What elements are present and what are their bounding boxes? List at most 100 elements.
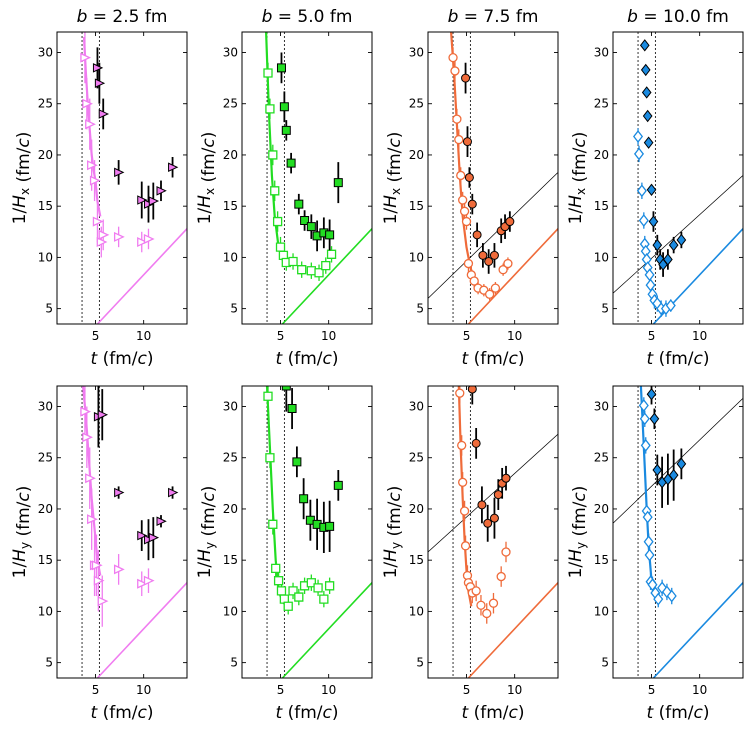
y-tick-label: 20	[223, 148, 238, 162]
y-axis-label-part: 1/	[10, 208, 30, 225]
y-tick-label: 25	[594, 97, 609, 111]
x-axis-label-part: )	[703, 349, 710, 369]
title-variable: b	[627, 7, 638, 27]
x-tick-label: 10	[321, 329, 336, 343]
filled-data-point	[137, 530, 148, 541]
filled-data-point	[483, 518, 493, 528]
y-axis-label-part: (fm/	[14, 147, 34, 188]
panel-frame	[612, 31, 744, 325]
x-tick-label: 10	[321, 683, 336, 697]
y-tick-label: 15	[594, 553, 609, 567]
y-axis-label-part: c	[14, 492, 34, 502]
y-axis-label-part: H	[195, 549, 215, 562]
y-axis-label: 1/Hy (fm/c)	[381, 486, 405, 579]
filled-data-point	[501, 473, 511, 483]
x-axis-label-part: c	[137, 349, 147, 369]
x-axis-label: t (fm/c)	[276, 349, 339, 369]
open-data-point	[471, 586, 481, 596]
y-tick-label: 15	[409, 199, 424, 213]
filled-data-point	[642, 109, 653, 123]
open-data-point	[638, 214, 649, 227]
open-data-point	[459, 506, 470, 516]
open-data-point	[89, 175, 101, 186]
open-data-point	[113, 231, 125, 242]
filled-data-point	[168, 162, 179, 173]
filled-data-point	[649, 412, 660, 426]
column-title: b = 2.5 fm	[77, 7, 168, 27]
x-tick-label: 10	[136, 683, 151, 697]
x-axis-label-part: (fm/	[97, 703, 138, 723]
open-data-point	[448, 52, 458, 63]
filled-data-point	[325, 521, 335, 531]
x-axis-label-part: (fm/	[97, 349, 138, 369]
open-data-point	[647, 578, 658, 592]
y-tick-label: 10	[409, 250, 424, 264]
x-axis-label-part: t	[276, 703, 284, 723]
open-data-point	[488, 598, 499, 608]
y-tick-label: 10	[594, 250, 609, 264]
open-data-point	[638, 399, 649, 412]
y-axis-label: 1/Hx (fm/c)	[195, 132, 219, 225]
filled-data-point	[646, 183, 657, 196]
y-tick-label: 5	[601, 302, 609, 316]
open-data-point	[482, 608, 492, 619]
open-data-point	[469, 276, 479, 286]
y-axis-label: 1/Hx (fm/c)	[10, 132, 34, 225]
y-tick-label: 5	[601, 656, 609, 670]
x-axis-label-part: c	[137, 703, 147, 723]
filled-data-point	[92, 63, 104, 73]
filled-data-point	[287, 404, 297, 414]
open-data-point	[490, 283, 501, 293]
y-axis-label-part: 1/	[10, 562, 30, 579]
y-tick-label: 25	[409, 97, 424, 111]
y-axis-label: 1/Hy (fm/c)	[566, 486, 590, 579]
open-data-point	[456, 170, 466, 181]
filled-data-point	[325, 230, 335, 240]
open-data-point	[93, 575, 105, 586]
x-axis-label-part: (fm/	[468, 349, 509, 369]
black-reference-line	[613, 175, 743, 294]
panel-plot-area	[613, 386, 743, 678]
lower-bound-line	[281, 582, 372, 678]
open-data-point	[636, 184, 647, 198]
x-axis-label-part: (fm/	[282, 349, 323, 369]
x-tick-label: 10	[507, 683, 522, 697]
filled-data-point	[299, 494, 309, 504]
y-tick-label: 10	[223, 250, 238, 264]
x-axis-label: t (fm/c)	[276, 703, 339, 723]
x-tick-label: 10	[136, 329, 151, 343]
y-axis-label-part: c	[385, 138, 405, 148]
y-tick-label: 25	[409, 451, 424, 465]
open-data-point	[463, 258, 474, 269]
filled-data-point	[484, 257, 494, 267]
open-data-point	[455, 388, 465, 398]
y-tick-label: 20	[38, 502, 53, 516]
open-data-point	[476, 600, 486, 610]
filled-data-point	[477, 500, 487, 510]
x-tick-label: 5	[277, 683, 285, 697]
y-axis-label-part: H	[381, 195, 401, 208]
open-data-point	[143, 233, 155, 244]
lower-bound-line	[96, 228, 187, 324]
open-data-point	[85, 119, 96, 130]
open-data-point	[653, 592, 664, 606]
x-axis-label: t (fm/c)	[91, 703, 154, 723]
y-tick-label: 30	[38, 45, 53, 59]
y-axis-label-part: c	[14, 138, 34, 148]
x-axis-label-part: c	[693, 703, 703, 723]
y-axis-label-part: )	[385, 132, 405, 139]
x-tick-label: 5	[648, 329, 656, 343]
x-tick-label: 5	[92, 329, 100, 343]
filled-data-point	[467, 199, 477, 209]
y-axis-label-part: 1/	[381, 208, 401, 225]
filled-data-point	[639, 39, 650, 52]
filled-data-point	[643, 136, 654, 149]
x-axis-label-part: c	[508, 349, 518, 369]
filled-data-point	[663, 253, 673, 266]
title-variable: b	[448, 7, 459, 27]
x-axis-label-part: )	[147, 349, 154, 369]
panel-plot-area	[428, 386, 558, 678]
y-axis-label-part: H	[566, 549, 586, 562]
x-axis-label-part: t	[91, 349, 99, 369]
open-data-point	[276, 586, 287, 596]
